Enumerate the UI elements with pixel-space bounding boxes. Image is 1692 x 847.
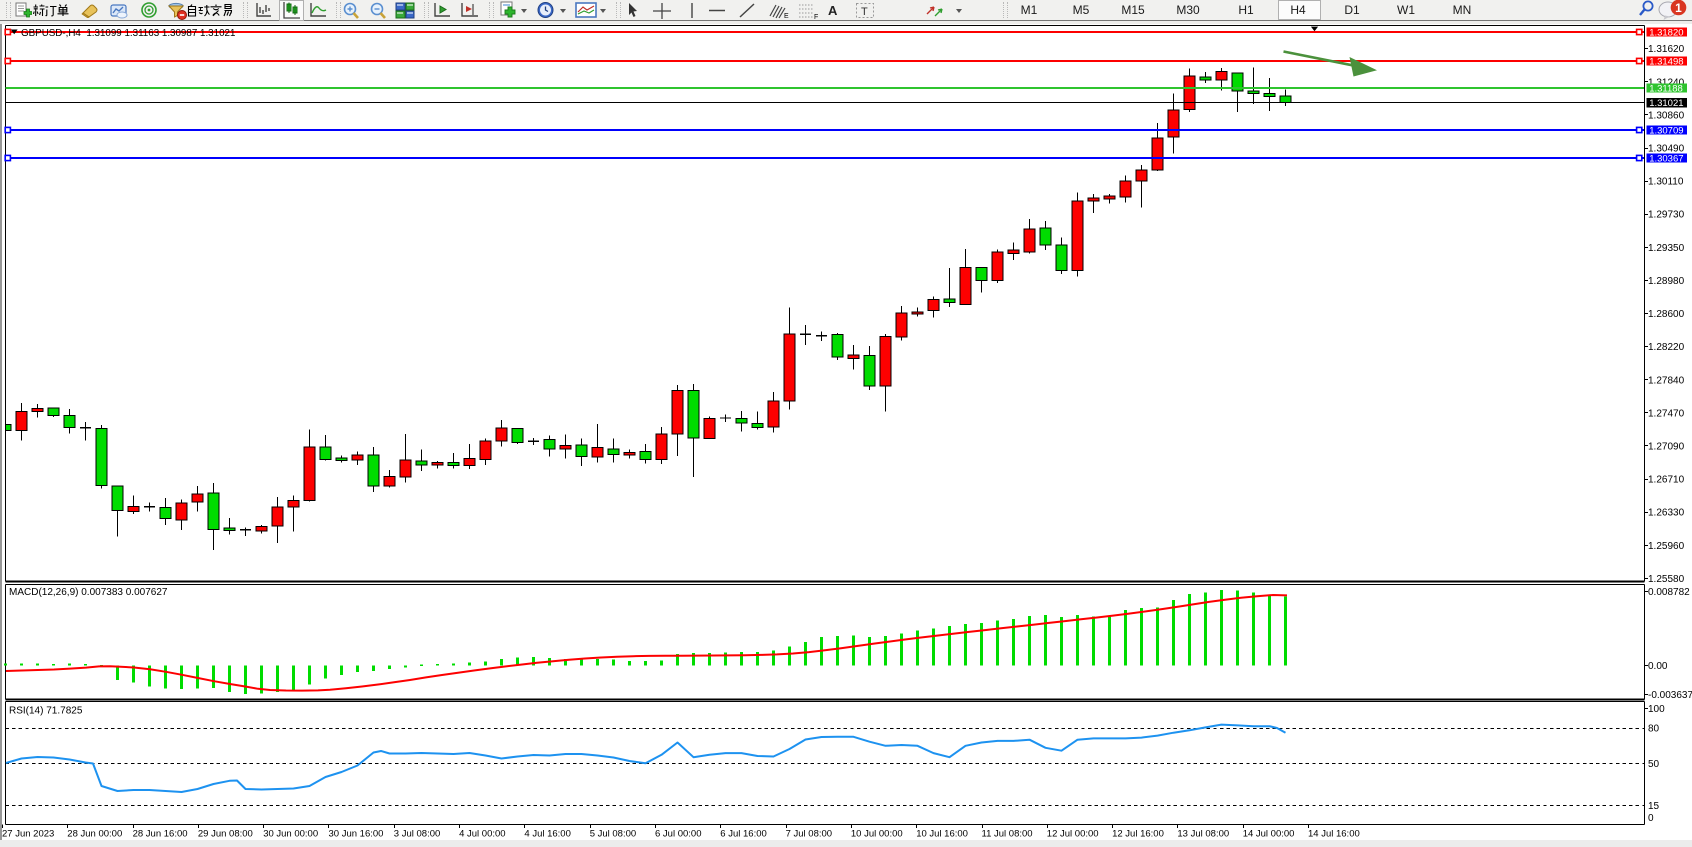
svg-text:6 Jul 16:00: 6 Jul 16:00 — [720, 829, 766, 840]
svg-text:1.30367: 1.30367 — [1649, 153, 1683, 164]
svg-text:4 Jul 00:00: 4 Jul 00:00 — [459, 829, 505, 840]
svg-text:13 Jul 08:00: 13 Jul 08:00 — [1177, 829, 1229, 840]
svg-text:10 Jul 16:00: 10 Jul 16:00 — [916, 829, 968, 840]
svg-text:1.27470: 1.27470 — [1648, 408, 1685, 419]
svg-text:10 Jul 00:00: 10 Jul 00:00 — [851, 829, 903, 840]
svg-text:1.26330: 1.26330 — [1648, 508, 1685, 519]
svg-text:4 Jul 16:00: 4 Jul 16:00 — [524, 829, 570, 840]
svg-text:0.00: 0.00 — [1648, 661, 1668, 672]
svg-text:T: T — [861, 6, 868, 18]
svg-text:6 Jul 00:00: 6 Jul 00:00 — [655, 829, 701, 840]
svg-text:5 Jul 08:00: 5 Jul 08:00 — [590, 829, 636, 840]
svg-text:27 Jun 2023: 27 Jun 2023 — [2, 829, 54, 840]
svg-text:1.25580: 1.25580 — [1648, 574, 1685, 585]
svg-text:RSI(14) 71.7825: RSI(14) 71.7825 — [9, 706, 83, 717]
svg-text:1.25960: 1.25960 — [1648, 541, 1685, 552]
svg-text:1.31620: 1.31620 — [1648, 44, 1685, 55]
svg-text:1.31240: 1.31240 — [1648, 77, 1685, 88]
svg-text:30 Jun 16:00: 30 Jun 16:00 — [329, 829, 384, 840]
svg-text:1.31498: 1.31498 — [1649, 56, 1683, 67]
svg-text:28 Jun 00:00: 28 Jun 00:00 — [67, 829, 122, 840]
svg-text:1.31820: 1.31820 — [1649, 27, 1683, 38]
svg-text:0.008782: 0.008782 — [1648, 587, 1690, 598]
svg-text:1.27090: 1.27090 — [1648, 442, 1685, 453]
svg-text:12 Jul 00:00: 12 Jul 00:00 — [1047, 829, 1099, 840]
svg-text:1.30709: 1.30709 — [1649, 125, 1683, 136]
svg-text:-0.003637: -0.003637 — [1648, 690, 1692, 701]
svg-text:50: 50 — [1648, 759, 1660, 770]
svg-text:1.28220: 1.28220 — [1648, 342, 1685, 353]
svg-text:1.30860: 1.30860 — [1648, 110, 1685, 121]
svg-text:1.28600: 1.28600 — [1648, 309, 1685, 320]
svg-text:7 Jul 08:00: 7 Jul 08:00 — [786, 829, 832, 840]
svg-text:100: 100 — [1648, 704, 1665, 715]
svg-text:1.31188: 1.31188 — [1649, 83, 1683, 94]
svg-text:15: 15 — [1648, 801, 1660, 812]
svg-text:14 Jul 00:00: 14 Jul 00:00 — [1243, 829, 1295, 840]
svg-text:12 Jul 16:00: 12 Jul 16:00 — [1112, 829, 1164, 840]
svg-text:1.31021: 1.31021 — [1649, 98, 1683, 109]
svg-text:28 Jun 16:00: 28 Jun 16:00 — [133, 829, 188, 840]
svg-text:1: 1 — [1675, 1, 1682, 15]
svg-text:1.26710: 1.26710 — [1648, 475, 1685, 486]
svg-text:14 Jul 16:00: 14 Jul 16:00 — [1308, 829, 1360, 840]
svg-text:1.30490: 1.30490 — [1648, 144, 1685, 155]
svg-text:F: F — [814, 14, 818, 20]
svg-text:E: E — [784, 13, 789, 20]
svg-text:29 Jun 08:00: 29 Jun 08:00 — [198, 829, 253, 840]
svg-text:3 Jul 08:00: 3 Jul 08:00 — [394, 829, 440, 840]
svg-text:0: 0 — [1648, 813, 1654, 824]
svg-text:1.29350: 1.29350 — [1648, 243, 1685, 254]
svg-text:1.29730: 1.29730 — [1648, 210, 1685, 221]
svg-text:30 Jun 00:00: 30 Jun 00:00 — [263, 829, 318, 840]
svg-text:11 Jul 08:00: 11 Jul 08:00 — [982, 829, 1033, 840]
svg-text:1.27840: 1.27840 — [1648, 375, 1685, 386]
svg-text:MACD(12,26,9) 0.007383 0.00762: MACD(12,26,9) 0.007383 0.007627 — [9, 587, 168, 598]
svg-text:1.30110: 1.30110 — [1648, 177, 1684, 188]
svg-text:1.28980: 1.28980 — [1648, 276, 1685, 287]
svg-text:80: 80 — [1648, 724, 1660, 735]
svg-text:GBPUSD-,H4 1.31099 1.31163 1.: GBPUSD-,H4 1.31099 1.31163 1.30987 1.310… — [21, 28, 235, 39]
